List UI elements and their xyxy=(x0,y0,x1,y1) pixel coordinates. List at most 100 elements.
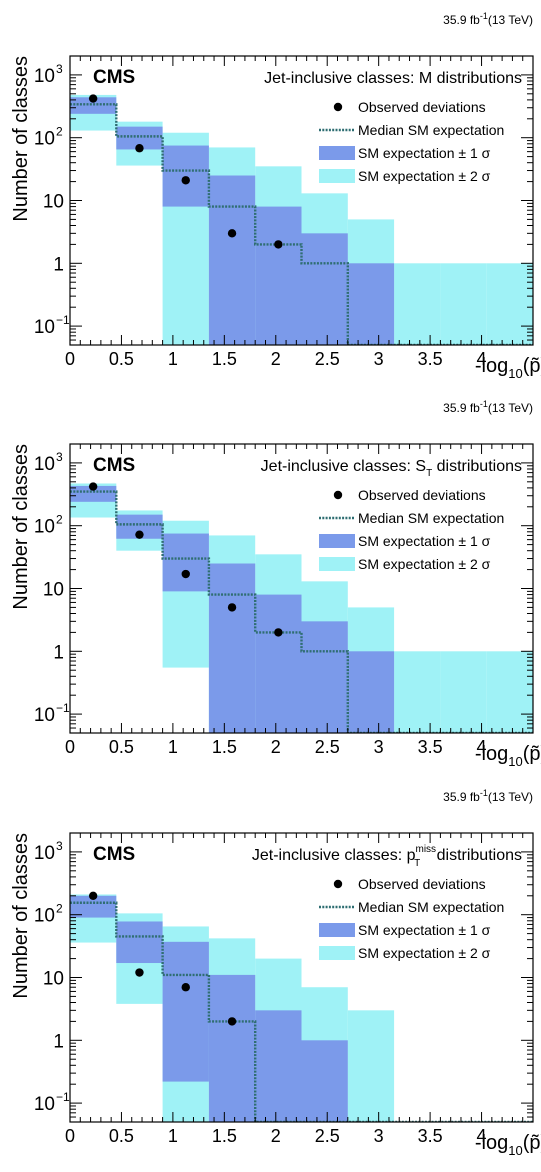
x-tick-label-text: 0 xyxy=(65,737,75,757)
band-1sigma-bin xyxy=(347,651,395,733)
x-tick-label: 3 xyxy=(374,737,384,757)
observed-point xyxy=(88,891,98,900)
x-axis-title-subscript: 10 xyxy=(508,366,522,381)
legend-observed-marker xyxy=(333,490,343,500)
y-tick-label: 10 xyxy=(34,843,55,864)
band-1sigma-bin xyxy=(70,97,117,114)
luminosity-value: 35.9 fb xyxy=(443,790,480,804)
observed-point xyxy=(227,603,237,612)
band-1sigma-bin xyxy=(116,126,163,150)
band-1sigma-bin xyxy=(162,941,209,1082)
x-tick-label: 4 xyxy=(477,737,487,757)
x-tick-label-text: 2 xyxy=(271,1126,281,1146)
y-tick-label-exponent-text: 3 xyxy=(56,62,63,76)
legend: Observed deviations Median SM expectation… xyxy=(319,487,504,572)
y-tick-label-base: 1 xyxy=(53,1031,64,1052)
y-tick-label-base: 10 xyxy=(34,66,55,87)
x-tick-label-text: 3 xyxy=(374,1126,384,1146)
x-axis-title-suffix: (p̃) xyxy=(523,743,541,765)
band-1sigma-bin xyxy=(70,895,117,918)
legend-entry-band2: SM expectation ± 2 σ xyxy=(358,168,491,184)
x-tick-label-text: 2 xyxy=(271,737,281,757)
x-tick-label-text: 2.5 xyxy=(315,1126,340,1146)
panel-title-main: Jet-inclusive classes: p xyxy=(252,847,416,864)
legend-band1-swatch xyxy=(319,923,355,937)
x-tick-label: 0 xyxy=(65,737,75,757)
luminosity-unit-exponent: -1 xyxy=(480,788,488,798)
y-tick-label: 10 xyxy=(43,580,64,601)
x-tick-label-text: 1.5 xyxy=(212,349,237,369)
legend-entry-band1: SM expectation ± 1 σ xyxy=(358,145,491,161)
y-tick-label: 10 xyxy=(34,705,55,726)
x-tick-label-text: 3.5 xyxy=(418,349,443,369)
x-tick-label-text: 4 xyxy=(477,349,487,369)
y-tick-label-base: 10 xyxy=(34,843,55,864)
y-tick-label-base: 1 xyxy=(53,254,64,275)
experiment-label: CMS xyxy=(93,844,135,865)
panel-title-subscript: T xyxy=(414,858,420,869)
legend: Observed deviations Median SM expectation… xyxy=(319,876,504,961)
y-tick-label-exponent: −1 xyxy=(56,313,70,327)
x-tick-label: 0 xyxy=(65,349,75,369)
x-tick-label: 2 xyxy=(271,1126,281,1146)
x-tick-label: 1 xyxy=(168,1126,178,1146)
legend-entry-text: Median SM expectation xyxy=(358,510,504,526)
median-expectation-line xyxy=(70,490,533,733)
x-tick-label-text: 1.5 xyxy=(212,1126,237,1146)
panel-title-subscript: T xyxy=(426,468,432,479)
y-tick-label-exponent-text: 3 xyxy=(56,839,63,853)
x-tick-label-text: 3 xyxy=(374,349,384,369)
y-tick-label: 1 xyxy=(53,254,64,275)
x-tick-label-text: 1 xyxy=(168,1126,178,1146)
legend-entry-text: Median SM expectation xyxy=(358,122,504,138)
x-tick-label-text: 4 xyxy=(477,737,487,757)
x-tick-label-text: 0 xyxy=(65,1126,75,1146)
y-tick-label: 10 xyxy=(43,969,64,990)
panel-title: Jet-inclusive classes: pmiss T distributi… xyxy=(252,844,522,869)
x-tick-label: 1.5 xyxy=(212,737,237,757)
legend-entry-observed: Observed deviations xyxy=(358,99,486,115)
experiment-label-text: CMS xyxy=(93,455,135,476)
y-tick-label-exponent: 3 xyxy=(56,62,63,76)
band-2sigma-bin xyxy=(394,263,441,345)
band-2sigma-bin xyxy=(486,651,533,733)
plot-area xyxy=(70,482,533,733)
y-tick-label: 10 xyxy=(34,66,55,87)
y-tick-label-exponent: −1 xyxy=(56,1090,70,1104)
y-tick-label: 10 xyxy=(34,454,55,475)
x-tick-label: 0.5 xyxy=(109,349,134,369)
y-tick-label: 10 xyxy=(43,192,64,213)
x-tick-label: 1 xyxy=(168,737,178,757)
legend-observed-marker xyxy=(333,879,343,889)
y-tick-label-exponent: −1 xyxy=(56,701,70,715)
band-1sigma-bin xyxy=(301,1040,348,1122)
legend-band1-swatch xyxy=(319,534,355,548)
band-1sigma-bin xyxy=(255,206,302,345)
band-1sigma-bin xyxy=(208,175,256,345)
observed-point xyxy=(88,94,98,103)
x-tick-label: 3 xyxy=(374,349,384,369)
experiment-label: CMS xyxy=(93,455,135,476)
y-tick-label-base: 10 xyxy=(34,317,55,338)
band-1sigma-bin xyxy=(301,621,348,733)
y-tick-label-base: 10 xyxy=(34,129,55,150)
y-tick-label: 10 xyxy=(34,517,55,538)
y-axis-title-text: Number of classes xyxy=(10,444,32,610)
x-axis-title: -log10(p̃) xyxy=(475,743,541,769)
band-2sigma-bin xyxy=(347,1010,395,1122)
legend-observed-marker xyxy=(333,102,343,112)
legend-entry-band1: SM expectation ± 1 σ xyxy=(358,922,491,938)
luminosity-value: 35.9 fb xyxy=(443,401,480,415)
x-tick-label: 3.5 xyxy=(418,349,443,369)
legend-entry-text: SM expectation ± 1 σ xyxy=(358,922,491,938)
y-tick-label-base: 10 xyxy=(34,906,55,927)
panel-title-tail: distributions xyxy=(432,458,522,475)
band-1sigma-bin xyxy=(301,233,348,345)
x-axis-title-text: -log xyxy=(475,1132,508,1154)
plot-area xyxy=(70,891,533,1122)
legend-entry-text: Observed deviations xyxy=(358,99,486,115)
y-axis-title-text: Number of classes xyxy=(10,56,32,222)
observed-point xyxy=(135,530,144,539)
